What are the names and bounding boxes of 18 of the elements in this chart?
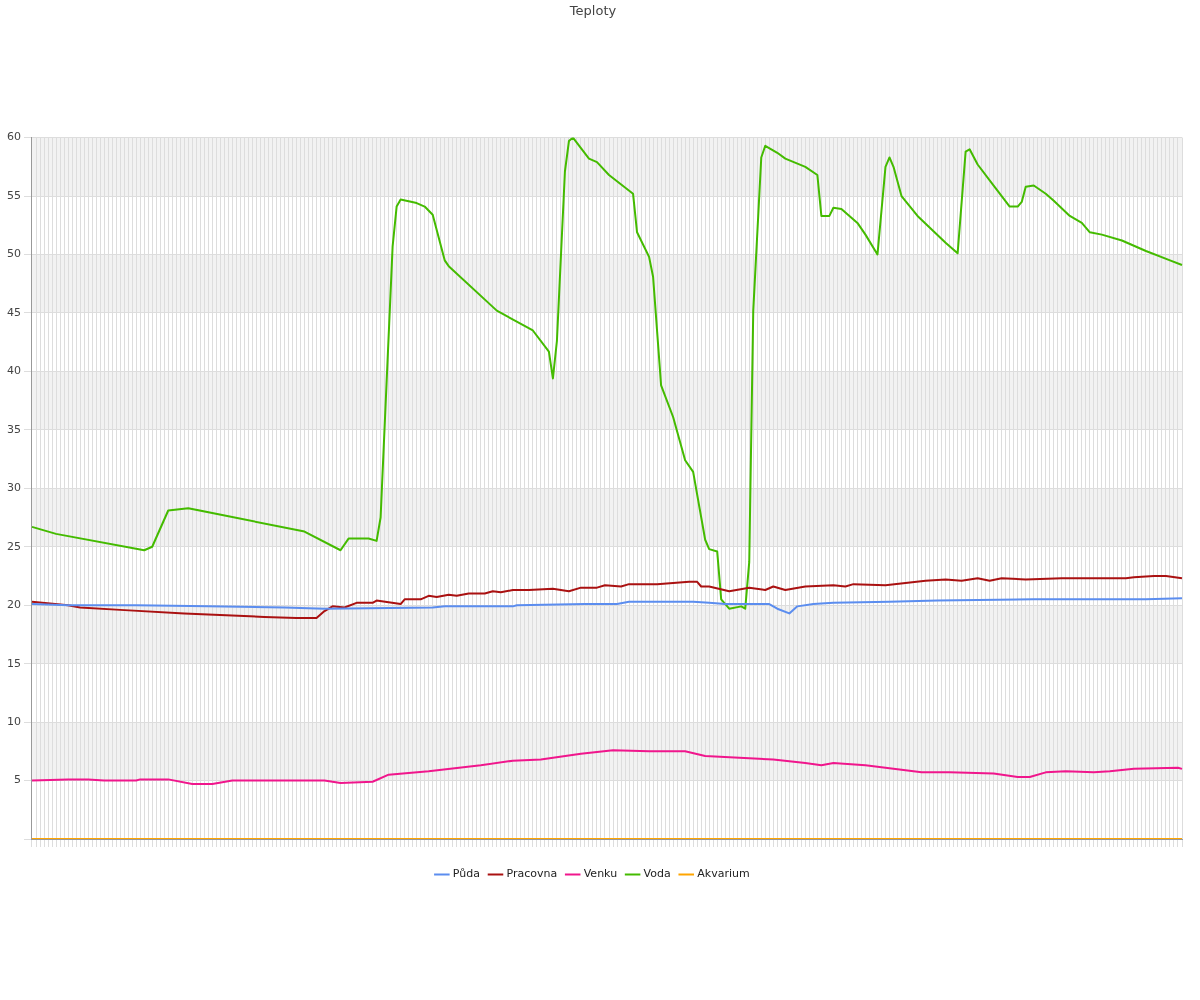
- legend-label: Venku: [583, 867, 618, 881]
- legend-label: Pracovna: [506, 867, 558, 881]
- legend-label: Voda: [643, 867, 671, 881]
- y-tick-label: 55: [7, 188, 21, 202]
- chart-title: Teploty: [568, 3, 617, 19]
- legend-label: Půda: [452, 867, 480, 881]
- y-tick-label: 45: [7, 305, 21, 319]
- y-tick-label: 60: [7, 130, 21, 144]
- y-tick-label: 30: [7, 481, 21, 495]
- y-tick-label: 20: [7, 598, 21, 612]
- y-tick-label: 35: [7, 422, 21, 436]
- legend-label: Akvarium: [697, 867, 750, 881]
- y-tick-label: 50: [7, 247, 21, 261]
- y-tick-label: 40: [7, 364, 21, 378]
- y-tick-label: 25: [7, 539, 21, 553]
- y-tick-label: 5: [14, 773, 21, 787]
- y-tick-label: 15: [7, 656, 21, 670]
- y-tick-label: 10: [7, 714, 21, 728]
